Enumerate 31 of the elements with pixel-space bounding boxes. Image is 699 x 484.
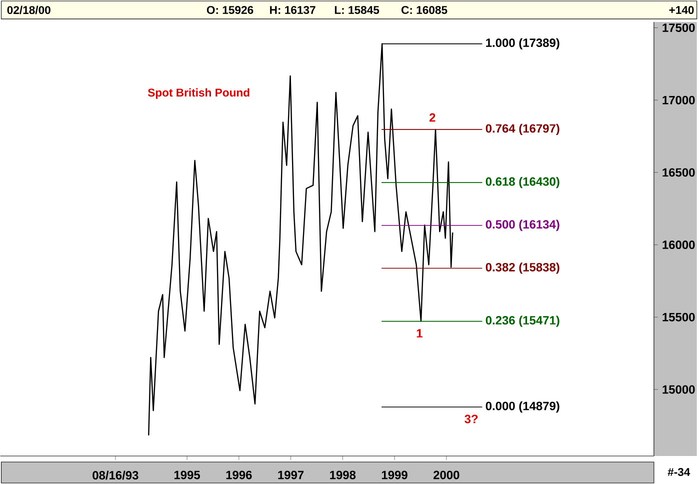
text: #-34	[668, 468, 690, 476]
ref-line-label: 1.000 (17389)	[486, 38, 560, 50]
y-tick-label: 15500	[662, 312, 695, 322]
text: +140	[669, 6, 694, 14]
text: C: 16085	[402, 6, 448, 14]
text: O: 15926	[206, 6, 254, 14]
text: L: 15845	[334, 6, 380, 14]
x-tick-label: 1995	[174, 470, 200, 480]
ref-line-label: 0.764 (16797)	[486, 124, 560, 136]
x-tick-label: 1997	[278, 470, 304, 480]
text: Spot British Pound	[148, 88, 250, 99]
ref-line-label: 0.382 (15838)	[486, 262, 560, 274]
x-tick-label: 1996	[226, 470, 252, 480]
ref-line-label: 0.618 (16430)	[486, 176, 560, 188]
annotation: 2	[429, 113, 436, 122]
text: H: 16137	[270, 6, 316, 14]
ref-line-label: 0.000 (14879)	[486, 401, 560, 413]
y-tick-label: 17000	[662, 96, 695, 104]
y-tick-label: 17500	[662, 23, 695, 32]
text: 02/18/00	[7, 6, 50, 14]
x-tick-label: 1998	[330, 470, 356, 480]
ref-line-label: 0.500 (16134)	[486, 220, 560, 231]
annotation: 3?	[464, 414, 478, 424]
x-tick-label: 1999	[382, 470, 408, 480]
x-tick-label: 2000	[434, 470, 460, 480]
ref-line-label: 0.236 (15471)	[486, 316, 560, 327]
y-tick-label: 15000	[662, 385, 695, 394]
y-tick-label: 16500	[662, 168, 695, 177]
annotation: 1	[416, 329, 422, 338]
y-tick-label: 16000	[662, 240, 695, 250]
x-tick-label: 08/16/93	[92, 470, 138, 480]
